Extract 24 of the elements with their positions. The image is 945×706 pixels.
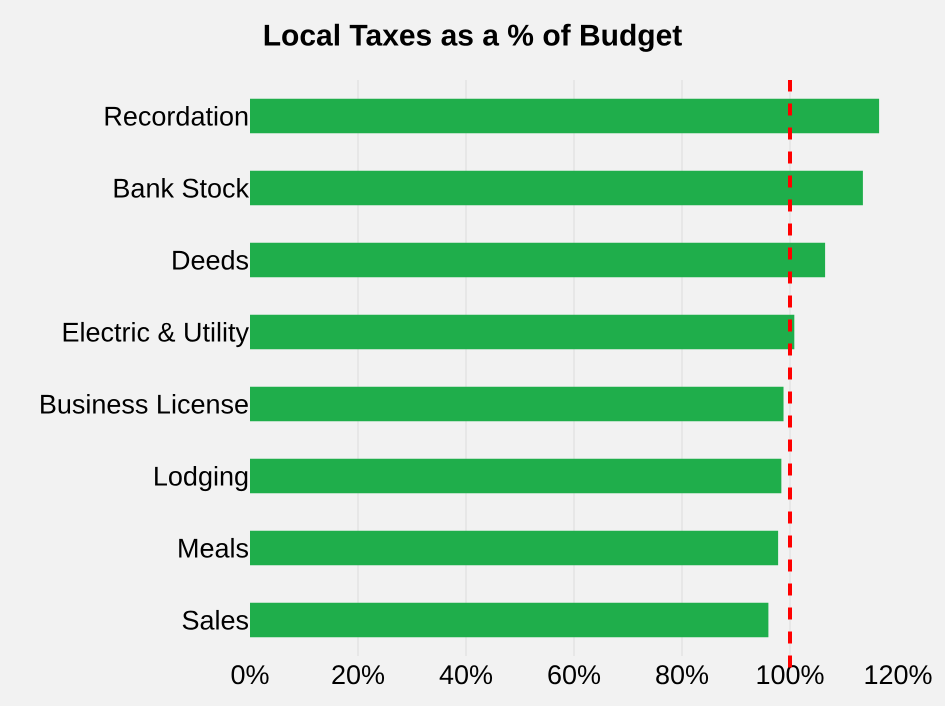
bar — [250, 314, 794, 350]
x-tick-label: 60% — [546, 660, 602, 690]
x-tick-label: 20% — [330, 660, 386, 690]
x-tick-label: 40% — [438, 660, 494, 690]
y-tick-label: Electric & Utility — [61, 317, 250, 348]
chart-title: Local Taxes as a % of Budget — [262, 20, 682, 53]
y-tick-label: Recordation — [103, 101, 249, 132]
x-tick-label: 80% — [654, 660, 710, 690]
bar — [250, 530, 778, 566]
bar — [250, 386, 784, 422]
y-tick-label: Bank Stock — [112, 173, 250, 204]
x-tick-label: 0% — [230, 660, 270, 690]
x-tick-label: 120% — [863, 660, 933, 690]
bar — [250, 458, 782, 494]
y-tick-label: Meals — [176, 533, 249, 564]
bar — [250, 98, 880, 134]
y-tick-label: Business License — [38, 389, 249, 420]
y-tick-label: Sales — [181, 605, 249, 636]
bar — [250, 242, 826, 278]
bar — [250, 602, 768, 638]
y-tick-label: Lodging — [152, 461, 249, 492]
x-tick-label: 100% — [755, 660, 825, 690]
y-tick-label: Deeds — [170, 245, 249, 276]
bar — [250, 170, 863, 206]
